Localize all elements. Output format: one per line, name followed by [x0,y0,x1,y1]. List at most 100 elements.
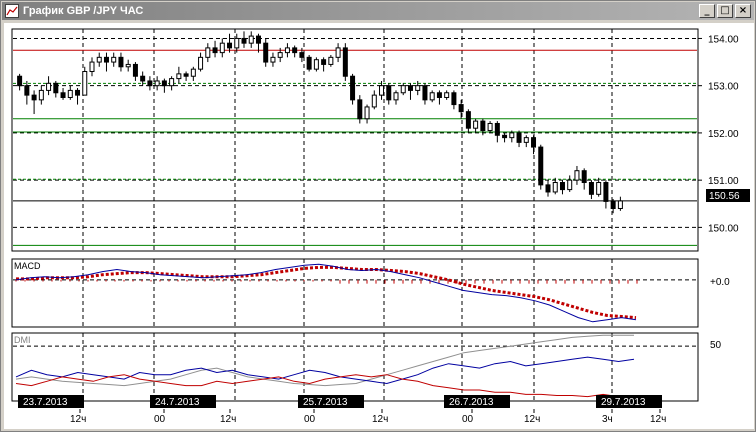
candle-body [509,132,515,139]
candle-body [125,63,131,68]
dmi-level-label: 50 [710,340,722,351]
candle-body [154,80,160,87]
current-price-label: 150.56 [709,191,740,202]
candle-body [588,182,594,195]
hour-label: 3ч [602,414,613,425]
macd-signal-line [16,265,637,320]
candle-body [545,184,551,193]
maximize-button[interactable]: □ [717,4,733,18]
candle-body [494,122,500,136]
candle-body [444,92,450,98]
candle-body [234,37,240,49]
dmi-plus-di-line [15,356,635,385]
candle-body [364,106,370,120]
candle-body [567,179,573,191]
date-label: 23.7.2013 [23,397,68,408]
price-grid [13,29,702,251]
candle-body [111,56,117,63]
candle-body [306,56,312,70]
candle-body [219,42,225,54]
candle-body [89,61,95,73]
dmi-panel [11,332,699,402]
date-label: 25.7.2013 [303,397,348,408]
dmi-plot [13,334,697,398]
candle-body [429,92,435,101]
date-label-box [150,395,216,408]
candle-body [169,78,175,87]
candle-body [538,146,544,186]
candle-body [523,137,529,143]
candle-body [227,42,233,49]
candle-body [342,47,348,77]
candle-body [284,47,290,54]
dmi-minus-di-line [15,374,635,398]
candle-body [581,170,587,184]
candle-body [263,42,269,63]
date-label: 24.7.2013 [155,397,200,408]
hour-label: 00 [154,414,166,425]
candle-body [451,92,457,106]
chart-area[interactable]: 154.00 153.00 152.00 151.00 150.00 150.56 MA… [4,23,754,429]
macd-line [15,263,637,323]
candle-body [82,71,88,96]
candle-body [473,120,479,129]
price-levels [13,49,697,246]
candle-body [38,89,44,101]
date-label-box [298,395,364,408]
candle-body [458,104,464,113]
candle-body [60,92,66,98]
candle-body [241,37,247,44]
macd-zero-label: +0.0 [710,277,730,288]
close-button[interactable]: × [735,4,751,18]
candle-body [176,73,182,80]
candle-body [335,47,341,58]
hour-label: 00 [304,414,316,425]
date-label-box [596,395,662,408]
price-axis: 154.00 153.00 152.00 151.00 150.00 [708,34,739,234]
candle-body [415,85,421,91]
candle-body [299,52,305,58]
candle-body [436,92,442,98]
candle-body [531,137,537,148]
dmi-adx-line [15,334,634,387]
candle-body [379,85,385,96]
dmi-label: DMI [14,335,31,345]
candle-body [212,47,218,54]
candle-body [559,182,565,191]
candle-body [357,99,363,120]
macd-plot [13,263,697,323]
minimize-button[interactable]: _ [699,4,715,18]
candle-body [502,134,508,139]
candle-body [386,85,392,101]
candle-body [17,75,23,87]
chart-canvas[interactable]: 154.00 153.00 152.00 151.00 150.00 150.56 MA… [4,23,754,429]
candle-body [31,94,37,101]
candle-body [248,35,254,44]
title-bar[interactable]: График GBP /JPY ЧАС _ □ × [2,2,754,20]
candle-body [465,111,471,129]
candle-body [75,89,81,96]
candle-body [610,200,616,209]
candle-body [205,47,211,58]
candle-body [321,59,327,65]
hour-label: 12ч [70,414,86,425]
hour-label: 12ч [220,414,236,425]
price-tick-label: 154.00 [708,34,739,45]
window-title: График GBP /JPY ЧАС [23,5,144,17]
price-tick-label: 153.00 [708,82,739,93]
candle-body [552,182,558,193]
candle-body [407,85,413,91]
date-label: 26.7.2013 [449,397,494,408]
candles [17,31,623,214]
candle-body [393,92,399,101]
candle-body [400,85,406,94]
candle-body [198,56,204,70]
candle-body [183,73,189,77]
candle-body [371,94,377,108]
candle-body [487,122,493,132]
candle-body [277,52,283,58]
candle-body [46,82,52,91]
chart-icon [5,4,19,18]
candle-body [350,75,356,101]
